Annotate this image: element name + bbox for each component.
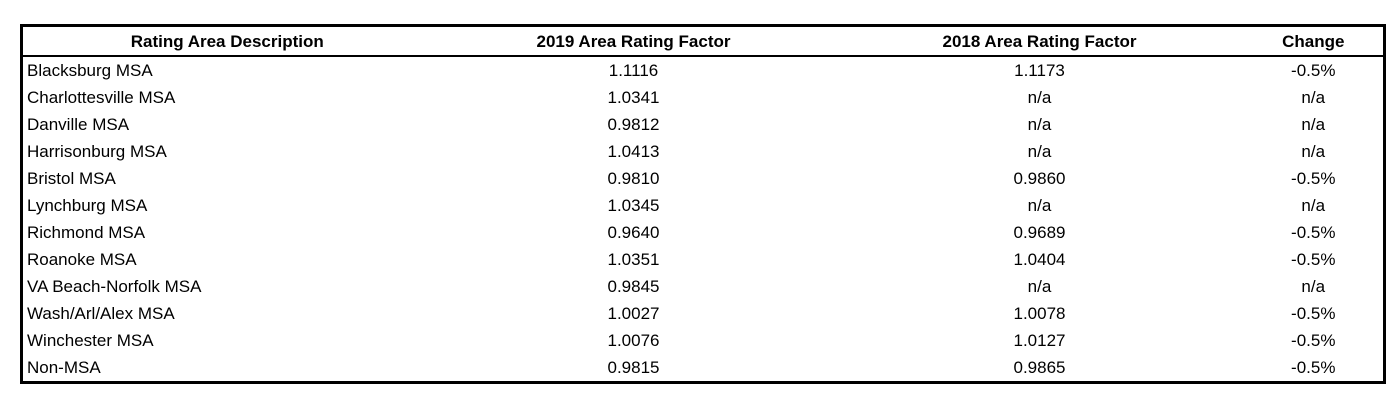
- value-cell: 1.0345: [607, 196, 660, 215]
- value-cell: 1.1173: [1014, 61, 1065, 80]
- area-name: Winchester MSA: [27, 331, 154, 350]
- table-row: Bristol MSA 0.9810 0.9860 -0.5%: [22, 165, 1385, 192]
- value-cell: 1.0027: [607, 304, 660, 323]
- area-name: Wash/Arl/Alex MSA: [27, 304, 175, 323]
- table-row: Winchester MSA 1.0076 1.0127 -0.5%: [22, 327, 1385, 354]
- table-row: Non-MSA 0.9815 0.9865 -0.5%: [22, 354, 1385, 383]
- value-cell: -0.5%: [1291, 169, 1336, 188]
- value-cell: n/a: [1301, 142, 1326, 161]
- value-cell: -0.5%: [1291, 250, 1336, 269]
- table-container: Rating Area Description 2019 Area Rating …: [20, 24, 1386, 384]
- table-row: Roanoke MSA 1.0351 1.0404 -0.5%: [22, 246, 1385, 273]
- value-cell: 1.0076: [607, 331, 660, 350]
- area-name: Non-MSA: [27, 358, 101, 377]
- value-cell: 1.0351: [607, 250, 660, 269]
- value-cell: 0.9689: [1013, 223, 1066, 242]
- value-cell: 1.0127: [1013, 331, 1066, 350]
- table-body: Blacksburg MSA 1.1116 1.1173 -0.5% Charlotte…: [22, 56, 1385, 383]
- value-cell: -0.5%: [1291, 358, 1336, 377]
- header-cell: Change: [1243, 25, 1385, 57]
- value-cell: n/a: [1027, 196, 1052, 215]
- header-cell: Rating Area Description: [21, 25, 432, 57]
- table-row: Wash/Arl/Alex MSA 1.0027 1.0078 -0.5%: [22, 300, 1385, 327]
- value-cell: 0.9810: [607, 169, 660, 188]
- value-cell: n/a: [1027, 88, 1052, 107]
- rating-table: Rating Area Description 2019 Area Rating …: [20, 24, 1386, 384]
- value-cell: 1.1116: [608, 61, 659, 80]
- value-cell: 0.9812: [607, 115, 660, 134]
- value-cell: 0.9815: [607, 358, 660, 377]
- value-cell: 0.9865: [1013, 358, 1066, 377]
- value-cell: 1.0404: [1013, 250, 1066, 269]
- value-cell: -0.5%: [1291, 223, 1336, 242]
- table-row: VA Beach-Norfolk MSA 0.9845 n/a n/a: [22, 273, 1385, 300]
- area-name: Bristol MSA: [27, 169, 116, 188]
- table-row: Lynchburg MSA 1.0345 n/a n/a: [22, 192, 1385, 219]
- value-cell: 1.0341: [607, 88, 660, 107]
- value-cell: n/a: [1027, 142, 1052, 161]
- value-cell: -0.5%: [1291, 61, 1336, 80]
- value-cell: 1.0078: [1013, 304, 1066, 323]
- table-row: Blacksburg MSA 1.1116 1.1173 -0.5%: [22, 56, 1385, 84]
- value-cell: n/a: [1301, 196, 1326, 215]
- value-cell: 0.9640: [607, 223, 660, 242]
- area-name: Richmond MSA: [27, 223, 146, 242]
- value-cell: -0.5%: [1291, 304, 1336, 323]
- table-row: Danville MSA 0.9812 n/a n/a: [22, 111, 1385, 138]
- header-cell: 2018 Area Rating Factor: [835, 25, 1244, 57]
- value-cell: 0.9860: [1013, 169, 1066, 188]
- value-cell: n/a: [1027, 277, 1052, 296]
- value-cell: n/a: [1027, 115, 1052, 134]
- area-name: Blacksburg MSA: [27, 61, 153, 80]
- value-cell: n/a: [1301, 115, 1326, 134]
- area-name: Harrisonburg MSA: [27, 142, 167, 161]
- table-row: Charlottesville MSA 1.0341 n/a n/a: [22, 84, 1385, 111]
- header-cell: 2019 Area Rating Factor: [431, 25, 836, 57]
- area-name: Charlottesville MSA: [27, 88, 176, 107]
- table-row: Harrisonburg MSA 1.0413 n/a n/a: [22, 138, 1385, 165]
- value-cell: -0.5%: [1291, 331, 1336, 350]
- value-cell: n/a: [1301, 277, 1326, 296]
- value-cell: 1.0413: [607, 142, 660, 161]
- area-name: Danville MSA: [27, 115, 130, 134]
- header-row: Rating Area Description 2019 Area Rating …: [21, 25, 1385, 57]
- area-name: Lynchburg MSA: [27, 196, 148, 215]
- area-name: VA Beach-Norfolk MSA: [27, 277, 202, 296]
- area-name: Roanoke MSA: [27, 250, 137, 269]
- value-cell: n/a: [1301, 88, 1326, 107]
- value-cell: 0.9845: [607, 277, 660, 296]
- table-row: Richmond MSA 0.9640 0.9689 -0.5%: [22, 219, 1385, 246]
